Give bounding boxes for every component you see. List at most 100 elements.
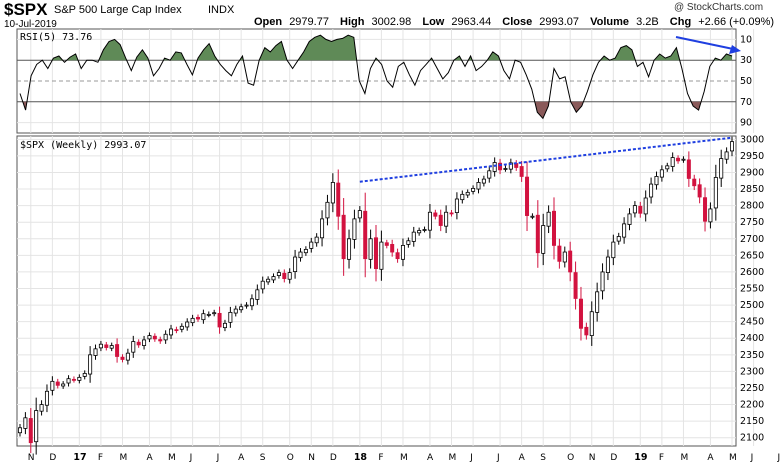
rsi-overbought-fill	[259, 41, 287, 61]
candle-body	[233, 308, 238, 314]
candle-body	[670, 157, 675, 167]
candle-body	[190, 317, 195, 324]
candle-body	[487, 170, 492, 179]
candle-body	[206, 313, 211, 316]
month-tick-label: A	[146, 453, 153, 463]
rsi-overbought-fill	[654, 47, 680, 61]
rsi-tick-label: 70	[740, 97, 752, 108]
candle-body	[352, 218, 357, 240]
rsi-tick-label: 50	[740, 76, 752, 87]
candle-body	[44, 390, 49, 406]
month-tick-label: F	[378, 453, 383, 463]
candle-body	[659, 169, 664, 178]
candle-body	[411, 231, 416, 242]
candle-body	[535, 214, 540, 254]
rsi-panel-label: RSI(5) 73.76	[20, 32, 92, 43]
price-tick-label: 2850	[740, 184, 764, 195]
month-tick-label: F	[98, 453, 103, 463]
price-tick-label: 2800	[740, 201, 764, 212]
candle-body	[120, 356, 125, 360]
month-tick-label: A	[519, 453, 526, 463]
candle-body	[492, 162, 497, 172]
candle-body	[88, 354, 93, 375]
candle-body	[379, 241, 384, 270]
candle-body	[185, 321, 190, 328]
rsi-trend-arrow	[675, 36, 739, 51]
candle-body	[222, 322, 227, 329]
candle-body	[266, 278, 271, 283]
candle-body	[93, 348, 98, 356]
month-tick-label: O	[287, 453, 294, 463]
candle-body	[719, 158, 724, 179]
candle-body	[249, 298, 254, 307]
rsi-trend-arrowhead	[729, 45, 741, 54]
candle-body	[239, 306, 244, 311]
chg-label: Chg	[670, 16, 691, 28]
month-tick-label: A	[427, 453, 434, 463]
price-panel-label: $SPX (Weekly) 2993.07	[20, 140, 146, 151]
candle-body	[314, 236, 319, 244]
candle-body	[271, 276, 276, 281]
candle-body	[546, 211, 551, 227]
rsi-overbought-fill	[66, 54, 78, 61]
volume-value: 3.2B	[636, 16, 659, 28]
close-value: 2993.07	[539, 16, 579, 28]
month-tick-label: D	[610, 453, 617, 463]
candle-body	[298, 251, 303, 259]
candle-body	[34, 410, 39, 443]
candle-body	[255, 289, 260, 300]
month-tick-label: S	[540, 453, 546, 463]
rsi-overbought-fill	[600, 56, 610, 61]
month-tick-label: A	[238, 453, 245, 463]
month-tick-label: J	[216, 453, 220, 463]
high-label: High	[340, 16, 365, 28]
rsi-overbought-fill	[170, 51, 185, 61]
candle-body	[309, 241, 314, 249]
month-tick-label: O	[567, 453, 574, 463]
month-tick-label: M	[729, 453, 737, 463]
candle-body	[692, 178, 697, 187]
candle-body	[595, 291, 600, 313]
candle-body	[98, 343, 103, 349]
candle-body	[82, 372, 87, 377]
candle-body	[584, 326, 589, 336]
rsi-oversold-fill	[570, 101, 584, 113]
candle-body	[589, 311, 594, 336]
chart-date: 10-Jul-2019	[4, 19, 57, 30]
candle-body	[643, 197, 648, 215]
candle-body	[390, 244, 395, 253]
rsi-overbought-fill	[135, 49, 149, 61]
candle-body	[212, 312, 217, 315]
candle-body	[611, 241, 616, 259]
candle-body	[77, 376, 82, 381]
candle-body	[17, 427, 22, 434]
price-panel	[16, 135, 737, 447]
month-tick-label: J	[496, 453, 500, 463]
candle-body	[174, 329, 179, 332]
month-tick-label: M	[680, 453, 688, 463]
month-tick-label: M	[168, 453, 176, 463]
candle-body	[66, 378, 71, 384]
candle-body	[665, 165, 670, 170]
candle-body	[713, 177, 718, 209]
resistance-trendline	[359, 136, 733, 183]
candle-body	[125, 352, 130, 361]
candle-body	[605, 256, 610, 273]
price-tick-label: 2200	[740, 400, 764, 411]
candle-body	[525, 176, 530, 216]
candle-body	[616, 236, 621, 242]
candle-body	[573, 272, 578, 299]
candle-body	[131, 341, 136, 353]
rsi-overbought-fill	[487, 51, 500, 61]
price-tick-label: 2400	[740, 333, 764, 344]
candle-body	[147, 335, 152, 340]
candle-body	[163, 333, 168, 341]
candle-body	[417, 230, 422, 234]
candle-body	[649, 183, 654, 198]
exchange-label: INDX	[208, 4, 235, 16]
candle-body	[55, 381, 60, 386]
candle-body	[347, 238, 352, 260]
candle-body	[228, 311, 233, 323]
candle-body	[325, 201, 330, 219]
candle-body	[541, 225, 546, 254]
